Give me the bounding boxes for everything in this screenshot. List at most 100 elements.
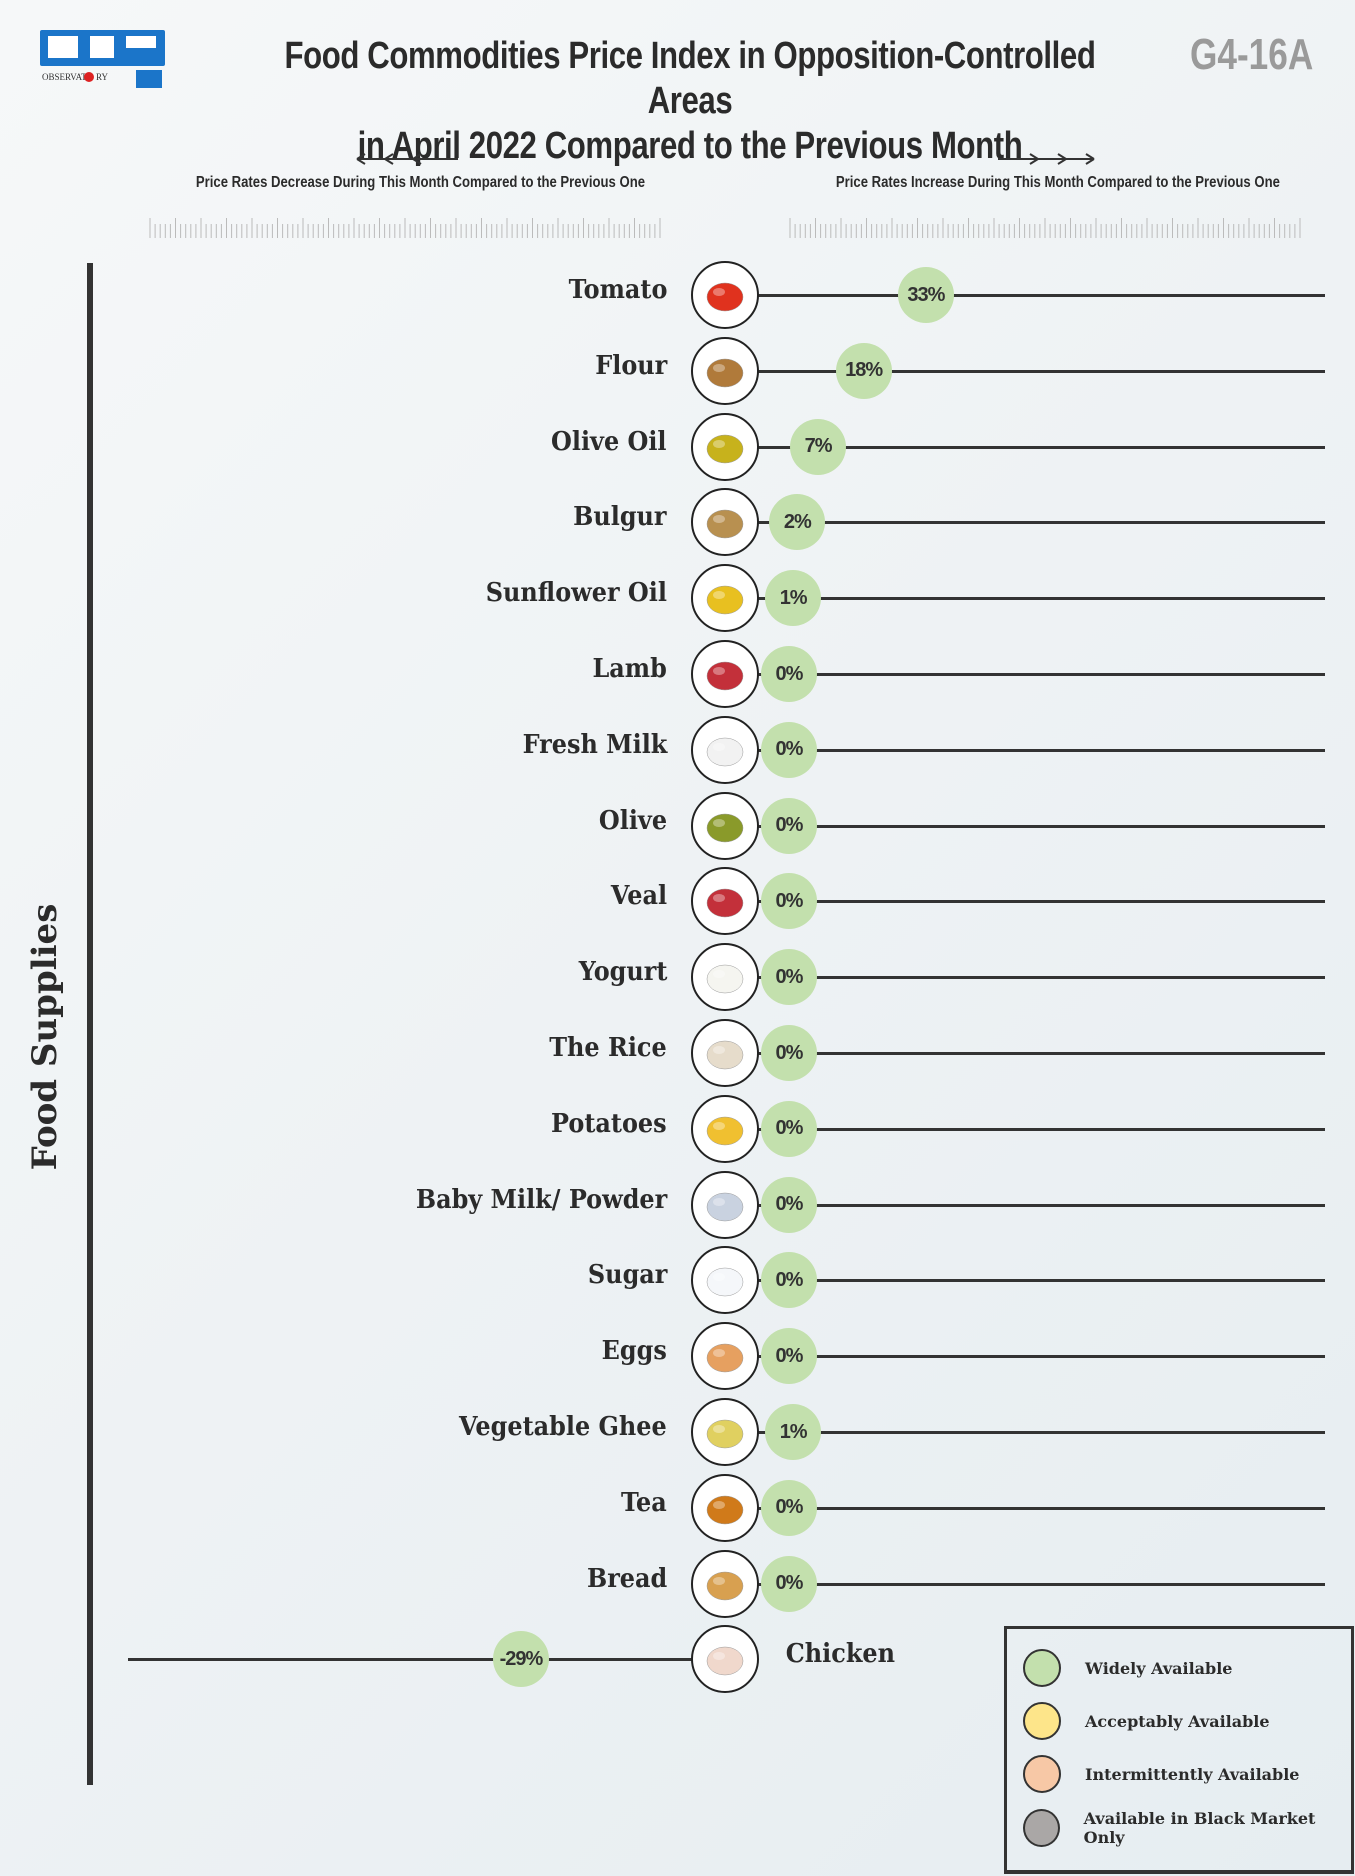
item-label: Sunflower Oil xyxy=(485,578,667,609)
title-line-1: Food Commodities Price Index in Oppositi… xyxy=(284,35,1096,122)
legend-text: Available in Black Market Only xyxy=(1083,1809,1316,1847)
value-line xyxy=(725,294,1325,297)
legend-item-widely: Widely Available xyxy=(1023,1649,1232,1687)
observatory-logo: OBSERVAT RY xyxy=(40,30,165,90)
eggs-icon xyxy=(691,1322,759,1391)
item-label: Chicken xyxy=(785,1639,896,1670)
value-line xyxy=(725,824,1325,828)
legend-swatch xyxy=(1023,1755,1061,1793)
value-badge: 0% xyxy=(761,721,817,778)
item-label: Tomato xyxy=(568,275,667,305)
svg-text:RY: RY xyxy=(96,72,109,82)
value-badge: 0% xyxy=(761,1479,817,1536)
value-badge: 0% xyxy=(761,949,817,1006)
meat-icon xyxy=(691,640,759,708)
value-badge: 0% xyxy=(761,873,817,930)
chart-code: G4-16A xyxy=(1190,30,1314,79)
olives-icon xyxy=(691,791,759,860)
legend-text: Intermittently Available xyxy=(1085,1764,1300,1784)
item-label: Fresh Milk xyxy=(522,729,667,760)
value-line xyxy=(725,1203,1325,1207)
item-label: Bread xyxy=(586,1563,667,1594)
value-line xyxy=(725,673,1325,676)
value-badge: 0% xyxy=(761,1176,817,1233)
milk-jug-icon xyxy=(691,715,759,784)
yogurt-bowl-icon xyxy=(691,943,759,1012)
legend-text: Acceptably Available xyxy=(1085,1711,1270,1731)
value-line xyxy=(128,1658,725,1662)
legend: Widely Available Acceptably Available In… xyxy=(1004,1626,1354,1874)
category-bracket xyxy=(87,263,93,1785)
tea-cup-icon xyxy=(691,1473,759,1542)
formula-can-icon xyxy=(691,1170,759,1239)
value-line xyxy=(725,597,1325,601)
rice-spoon-icon xyxy=(691,1019,759,1087)
legend-text: Widely Available xyxy=(1085,1658,1233,1678)
value-line xyxy=(725,748,1325,752)
potatoes-icon xyxy=(691,1094,759,1163)
value-line xyxy=(725,1355,1325,1359)
decrease-ruler xyxy=(149,218,661,238)
value-badge: 1% xyxy=(765,1404,822,1460)
left-arrows-icon xyxy=(356,153,458,165)
value-badge: 0% xyxy=(761,1328,817,1385)
increase-axis-label: Price Rates Increase During This Month C… xyxy=(835,174,1280,191)
value-line xyxy=(725,445,1325,449)
value-badge: 0% xyxy=(761,797,817,854)
value-badge: 0% xyxy=(761,1025,817,1081)
category-label: Food Supplies xyxy=(25,903,65,1171)
value-badge: -29% xyxy=(493,1631,549,1688)
item-label: Eggs xyxy=(601,1336,667,1367)
value-badge: 1% xyxy=(765,570,822,627)
right-arrows-icon xyxy=(998,153,1095,165)
title-line-2: in April 2022 Compared to the Previous M… xyxy=(357,125,1023,167)
value-badge: 0% xyxy=(761,1100,817,1157)
value-line xyxy=(725,1506,1325,1510)
legend-swatch xyxy=(1023,1809,1060,1847)
value-badge: 33% xyxy=(897,267,954,323)
value-line xyxy=(725,1582,1325,1586)
ghee-can-icon xyxy=(691,1398,759,1466)
value-line xyxy=(725,1279,1325,1283)
meat-icon xyxy=(691,867,759,936)
legend-item-intermittently: Intermittently Available xyxy=(1023,1755,1299,1793)
increase-ruler xyxy=(789,218,1301,238)
tomato-icon xyxy=(691,261,759,329)
legend-swatch xyxy=(1023,1702,1061,1740)
item-label: Olive Oil xyxy=(551,426,667,457)
item-label: Yogurt xyxy=(578,957,667,988)
value-line xyxy=(725,1431,1325,1434)
value-badge: 0% xyxy=(761,1252,817,1309)
item-label: Lamb xyxy=(592,654,667,684)
chicken-icon xyxy=(691,1625,759,1694)
item-label: Bulgur xyxy=(573,502,667,533)
legend-item-acceptably: Acceptably Available xyxy=(1023,1702,1270,1740)
value-badge: 7% xyxy=(790,418,847,475)
item-label: Potatoes xyxy=(551,1108,667,1139)
sunflower-oil-icon xyxy=(691,564,759,633)
value-line xyxy=(725,1052,1325,1055)
flour-sack-icon xyxy=(691,336,759,405)
item-label: Baby Milk/ Powder xyxy=(415,1184,667,1215)
value-badge: 0% xyxy=(761,646,817,702)
decrease-axis-label: Price Rates Decrease During This Month C… xyxy=(195,174,646,191)
value-badge: 18% xyxy=(835,342,892,399)
value-line xyxy=(725,900,1325,904)
bulgur-icon xyxy=(691,488,759,557)
item-label: Vegetable Ghee xyxy=(459,1412,667,1442)
item-label: Veal xyxy=(610,881,667,912)
item-label: Olive xyxy=(598,805,667,836)
value-line xyxy=(725,369,1325,373)
bread-icon xyxy=(691,1549,759,1618)
legend-item-black-market: Available in Black Market Only xyxy=(1023,1809,1351,1847)
olive-oil-bottle-icon xyxy=(691,412,759,481)
chart-title: Food Commodities Price Index in Oppositi… xyxy=(280,34,1100,169)
svg-text:OBSERVAT: OBSERVAT xyxy=(42,72,87,82)
legend-swatch xyxy=(1023,1649,1061,1687)
value-line xyxy=(725,1127,1325,1131)
value-badge: 0% xyxy=(761,1555,817,1612)
value-line xyxy=(725,521,1325,525)
value-line xyxy=(725,976,1325,980)
value-badge: 2% xyxy=(769,494,826,551)
item-label: Sugar xyxy=(587,1260,667,1291)
